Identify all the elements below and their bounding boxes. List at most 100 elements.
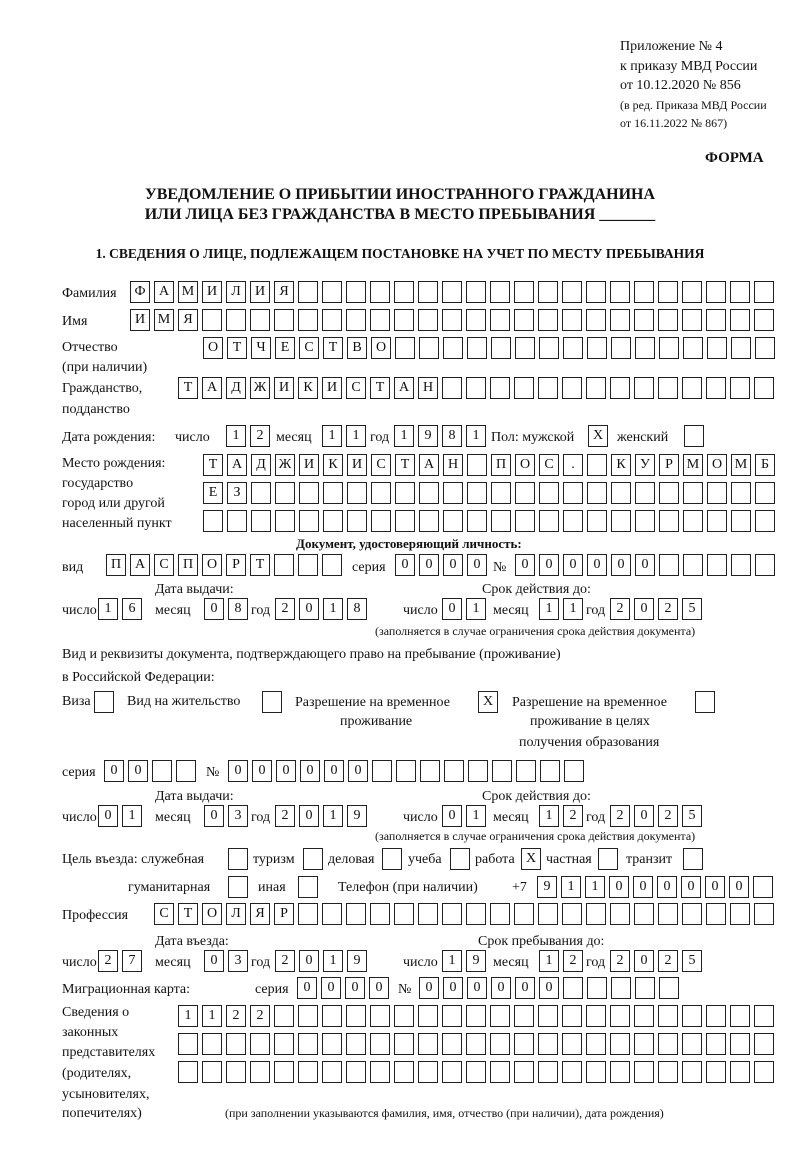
letter-cell[interactable] — [563, 510, 583, 532]
letter-cell[interactable]: Т — [395, 454, 415, 476]
letter-cell[interactable] — [586, 309, 606, 331]
letter-cell[interactable]: 1 — [346, 425, 366, 447]
letter-cell[interactable]: 2 — [250, 425, 270, 447]
letter-cell[interactable]: 0 — [252, 760, 272, 782]
letter-cell[interactable] — [394, 309, 414, 331]
letter-cell[interactable] — [682, 309, 702, 331]
letter-cell[interactable]: И — [130, 309, 150, 331]
letter-cell[interactable]: 0 — [443, 977, 463, 999]
letter-cell[interactable]: 0 — [539, 554, 559, 576]
letter-cell[interactable]: 0 — [324, 760, 344, 782]
letter-cell[interactable] — [562, 309, 582, 331]
letter-cell[interactable]: 0 — [539, 977, 559, 999]
letter-cell[interactable] — [444, 760, 464, 782]
letter-cell[interactable] — [226, 1033, 246, 1055]
letter-cell[interactable] — [394, 281, 414, 303]
letter-cell[interactable]: Т — [370, 377, 390, 399]
letter-cell[interactable]: 5 — [682, 950, 702, 972]
letter-cell[interactable] — [490, 1061, 510, 1083]
letter-cell[interactable] — [394, 1033, 414, 1055]
letter-cell[interactable] — [706, 309, 726, 331]
letter-cell[interactable] — [682, 903, 702, 925]
letter-cell[interactable]: 9 — [466, 950, 486, 972]
letter-cell[interactable]: 1 — [539, 805, 559, 827]
letter-cell[interactable] — [346, 1033, 366, 1055]
letter-cell[interactable]: 1 — [323, 950, 343, 972]
letter-cell[interactable] — [298, 1005, 318, 1027]
letter-cell[interactable] — [634, 377, 654, 399]
letter-cell[interactable] — [516, 760, 536, 782]
letter-cell[interactable] — [706, 1005, 726, 1027]
letter-cell[interactable] — [610, 309, 630, 331]
letter-cell[interactable] — [635, 482, 655, 504]
letter-cell[interactable]: 1 — [539, 598, 559, 620]
letter-cell[interactable] — [395, 482, 415, 504]
letter-cell[interactable]: 0 — [299, 950, 319, 972]
letter-cell[interactable]: А — [202, 377, 222, 399]
letter-cell[interactable] — [322, 1005, 342, 1027]
letter-cell[interactable]: 0 — [204, 598, 224, 620]
checkbox-cell[interactable] — [683, 848, 703, 870]
letter-cell[interactable]: Я — [274, 281, 294, 303]
letter-cell[interactable] — [706, 377, 726, 399]
letter-cell[interactable]: Т — [178, 903, 198, 925]
letter-cell[interactable] — [538, 1033, 558, 1055]
letter-cell[interactable] — [515, 510, 535, 532]
letter-cell[interactable] — [466, 1033, 486, 1055]
letter-cell[interactable] — [370, 281, 390, 303]
letter-cell[interactable] — [730, 1061, 750, 1083]
letter-cell[interactable] — [298, 554, 318, 576]
letter-cell[interactable] — [178, 1061, 198, 1083]
letter-cell[interactable] — [226, 309, 246, 331]
letter-cell[interactable]: 0 — [657, 876, 677, 898]
letter-cell[interactable]: Ф — [130, 281, 150, 303]
letter-cell[interactable] — [659, 510, 679, 532]
letter-cell[interactable]: 2 — [275, 950, 295, 972]
letter-cell[interactable] — [731, 482, 751, 504]
letter-cell[interactable] — [370, 1033, 390, 1055]
letter-cell[interactable] — [682, 377, 702, 399]
letter-cell[interactable]: П — [491, 454, 511, 476]
letter-cell[interactable] — [466, 1005, 486, 1027]
letter-cell[interactable] — [753, 876, 773, 898]
letter-cell[interactable] — [635, 977, 655, 999]
letter-cell[interactable]: 1 — [466, 805, 486, 827]
letter-cell[interactable] — [658, 903, 678, 925]
letter-cell[interactable]: 0 — [611, 554, 631, 576]
letter-cell[interactable] — [682, 281, 702, 303]
letter-cell[interactable] — [538, 281, 558, 303]
letter-cell[interactable] — [658, 1005, 678, 1027]
letter-cell[interactable] — [563, 337, 583, 359]
letter-cell[interactable] — [634, 1005, 654, 1027]
letter-cell[interactable]: Т — [203, 454, 223, 476]
letter-cell[interactable] — [634, 903, 654, 925]
letter-cell[interactable]: 7 — [122, 950, 142, 972]
letter-cell[interactable] — [298, 1033, 318, 1055]
letter-cell[interactable]: 1 — [178, 1005, 198, 1027]
letter-cell[interactable] — [466, 903, 486, 925]
letter-cell[interactable]: 1 — [563, 598, 583, 620]
letter-cell[interactable] — [562, 377, 582, 399]
letter-cell[interactable] — [730, 903, 750, 925]
letter-cell[interactable] — [586, 1005, 606, 1027]
letter-cell[interactable] — [610, 1061, 630, 1083]
letter-cell[interactable] — [658, 377, 678, 399]
letter-cell[interactable]: 0 — [299, 598, 319, 620]
letter-cell[interactable]: 0 — [276, 760, 296, 782]
checkbox-cell[interactable] — [298, 876, 318, 898]
letter-cell[interactable]: А — [227, 454, 247, 476]
checkbox-cell[interactable]: X — [521, 848, 541, 870]
letter-cell[interactable]: 0 — [128, 760, 148, 782]
letter-cell[interactable] — [562, 903, 582, 925]
letter-cell[interactable]: 9 — [347, 950, 367, 972]
letter-cell[interactable]: 0 — [634, 950, 654, 972]
letter-cell[interactable] — [491, 337, 511, 359]
letter-cell[interactable] — [274, 1061, 294, 1083]
letter-cell[interactable]: З — [227, 482, 247, 504]
letter-cell[interactable]: 0 — [467, 977, 487, 999]
letter-cell[interactable] — [610, 281, 630, 303]
letter-cell[interactable]: 0 — [635, 554, 655, 576]
letter-cell[interactable] — [514, 281, 534, 303]
letter-cell[interactable] — [564, 760, 584, 782]
letter-cell[interactable] — [394, 1061, 414, 1083]
